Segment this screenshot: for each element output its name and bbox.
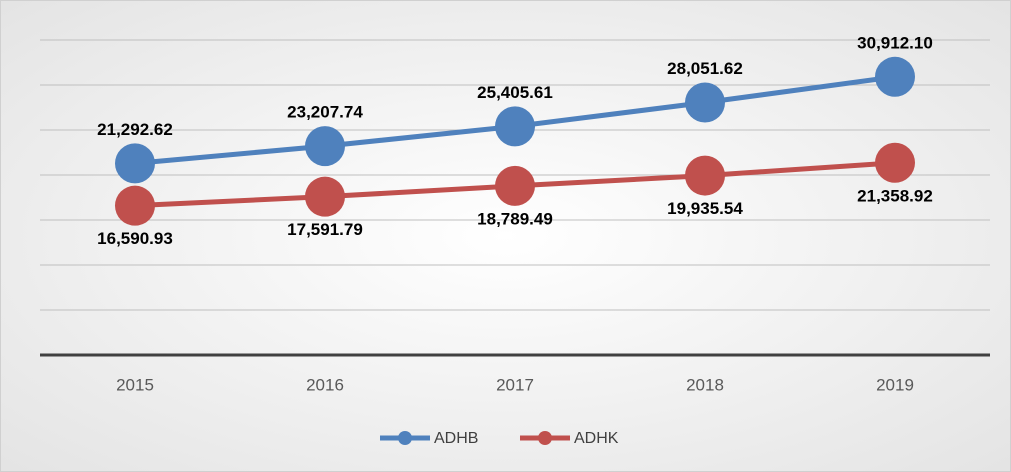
x-tick-label: 2016 (306, 375, 344, 394)
data-label: 16,590.93 (97, 229, 173, 248)
x-tick-label: 2018 (686, 375, 724, 394)
legend-marker (538, 431, 552, 445)
data-label: 25,405.61 (477, 83, 553, 102)
data-label: 21,358.92 (857, 186, 933, 205)
legend: ADHB ADHK (380, 430, 619, 447)
legend-label: ADHB (434, 430, 478, 447)
point (685, 155, 725, 196)
data-label: 30,912.10 (857, 33, 933, 52)
point (495, 165, 535, 206)
point (875, 142, 915, 183)
data-label: 21,292.62 (97, 120, 173, 139)
legend-marker (398, 431, 412, 445)
x-tick-label: 2017 (496, 375, 534, 394)
point (115, 185, 155, 226)
point (685, 82, 725, 123)
plot: 2015 2016 2017 2018 2019 21,292.62 23,207.74 25… (97, 33, 933, 394)
point (115, 143, 155, 184)
data-label: 28,051.62 (667, 59, 743, 78)
point (495, 106, 535, 147)
x-tick-label: 2015 (116, 375, 154, 394)
data-label: 19,935.54 (667, 199, 743, 218)
point (305, 126, 345, 167)
point (305, 176, 345, 217)
data-label: 17,591.79 (287, 220, 363, 239)
data-label: 18,789.49 (477, 209, 553, 228)
legend-label: ADHK (574, 430, 619, 447)
data-label: 23,207.74 (287, 103, 363, 122)
x-tick-label: 2019 (876, 375, 914, 394)
point (875, 56, 915, 97)
